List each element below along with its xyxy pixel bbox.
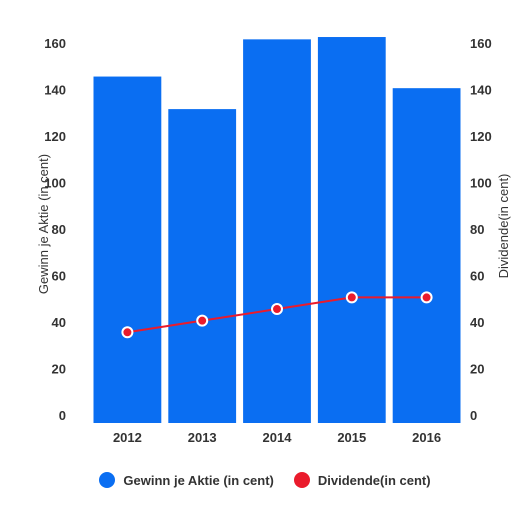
left-tick-label: 100	[44, 176, 66, 191]
legend-label-dividende: Dividende(in cent)	[317, 472, 431, 488]
left-tick-label: 40	[52, 315, 66, 330]
bar-2014	[243, 39, 311, 423]
x-tick-label: 2013	[188, 430, 217, 445]
bar-2012	[93, 76, 162, 424]
right-tick-label: 0	[470, 408, 477, 423]
right-tick-label: 100	[470, 176, 492, 191]
bar-series-gewinn	[93, 37, 461, 424]
dividende-point-2013	[196, 314, 209, 327]
left-tick-label: 160	[44, 36, 66, 51]
dividende-point-2014	[271, 303, 283, 316]
x-tick-label: 2016	[412, 430, 441, 445]
left-tick-label: 60	[52, 269, 66, 284]
line-series-dividende	[121, 291, 433, 339]
left-tick-label: 0	[59, 408, 66, 423]
right-tick-label: 120	[470, 129, 492, 144]
bar-2013	[168, 109, 237, 423]
dividende-point-2015	[345, 291, 358, 304]
right-tick-label: 160	[470, 36, 492, 51]
x-axis-ticks: 2012 2013 2014 2015 2016	[113, 430, 441, 445]
left-tick-label: 20	[52, 362, 66, 377]
right-tick-label: 80	[470, 222, 484, 237]
legend-item-gewinn[interactable]: Gewinn je Aktie (in cent)	[99, 472, 274, 488]
x-tick-label: 2012	[113, 430, 142, 445]
legend-label-gewinn: Gewinn je Aktie (in cent)	[123, 472, 274, 488]
legend: Gewinn je Aktie (in cent) Dividende(in c…	[0, 472, 530, 488]
left-tick-label: 120	[44, 129, 66, 144]
dividende-point-2012	[121, 326, 134, 339]
right-tick-label: 20	[470, 362, 484, 377]
bar-2016	[392, 88, 461, 424]
legend-swatch-gewinn	[99, 472, 116, 488]
right-axis-title: Dividende(in cent)	[496, 174, 511, 279]
right-tick-label: 140	[470, 83, 492, 98]
x-tick-label: 2015	[337, 430, 366, 445]
bar-2015	[317, 37, 386, 424]
left-tick-label: 80	[52, 222, 66, 237]
left-tick-label: 140	[44, 83, 66, 98]
right-tick-label: 60	[470, 269, 484, 284]
right-y-axis-ticks: 0 20 40 60 80 100 120 140 160	[470, 36, 492, 423]
legend-item-dividende[interactable]: Dividende(in cent)	[293, 472, 431, 488]
x-tick-label: 2014	[263, 430, 293, 445]
dividende-point-2016	[420, 291, 433, 304]
legend-swatch-dividende	[293, 472, 310, 488]
left-y-axis-ticks: 0 20 40 60 80 100 120 140 160	[44, 36, 66, 423]
right-tick-label: 40	[470, 315, 484, 330]
left-axis-title: Gewinn je Aktie (in cent)	[36, 154, 51, 294]
